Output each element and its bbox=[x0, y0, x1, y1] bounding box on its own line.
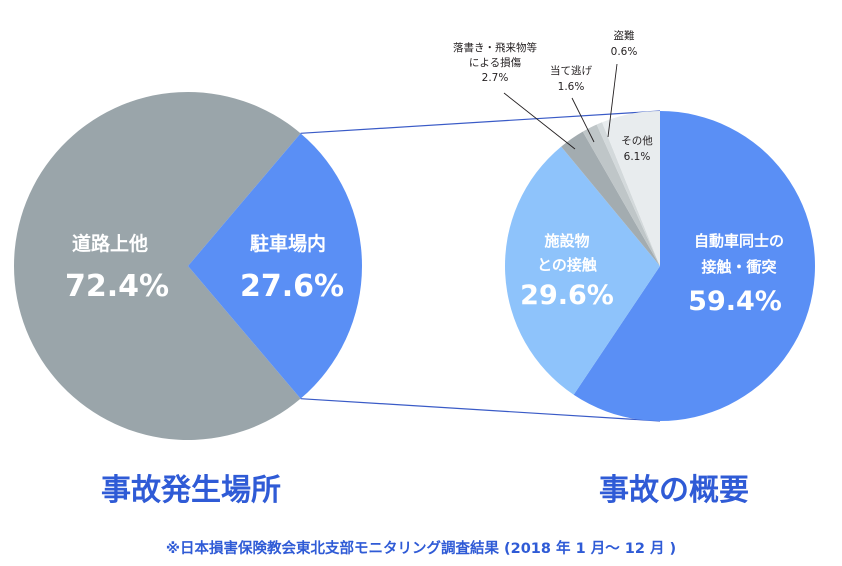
slice-other bbox=[602, 111, 660, 266]
slice-value-theft: 0.6% bbox=[611, 46, 638, 58]
chart-title-summary: 事故の概要 bbox=[599, 473, 749, 508]
connector-line-bottom bbox=[300, 398, 661, 422]
slice-parking bbox=[188, 133, 362, 399]
slice-label-parking: 駐車場内 bbox=[250, 232, 326, 255]
slice-label-vehicle-line1: 自動車同士の bbox=[694, 232, 784, 250]
slice-value-graffiti: 2.7% bbox=[482, 72, 509, 84]
slice-label-graffiti-line2: による損傷 bbox=[469, 56, 522, 69]
location-pie bbox=[13, 91, 362, 441]
slice-label-facility-line2: との接触 bbox=[537, 256, 597, 274]
slice-label-graffiti-line1: 落書き・飛来物等 bbox=[453, 41, 537, 54]
slice-vehicle-collision bbox=[573, 111, 815, 422]
slice-value-vehicle: 59.4% bbox=[688, 286, 782, 317]
leader-line-theft bbox=[607, 63, 618, 138]
slice-value-other: 6.1% bbox=[624, 151, 651, 163]
slice-label-vehicle-line2: 接触・衝突 bbox=[701, 258, 776, 276]
connector-line-top bbox=[300, 110, 661, 134]
slice-road bbox=[13, 91, 301, 441]
slice-label-road: 道路上他 bbox=[72, 232, 148, 255]
slice-label-theft: 盗難 bbox=[614, 29, 635, 42]
slice-value-road: 72.4% bbox=[65, 269, 169, 304]
slice-label-hit-and-run: 当て逃げ bbox=[550, 64, 592, 77]
leader-line-hit-and-run bbox=[571, 97, 595, 143]
source-footnote: ※日本損害保険教会東北支部モニタリング調査結果 (2018 年 1 月〜 12 … bbox=[166, 539, 676, 557]
slice-value-facility: 29.6% bbox=[520, 280, 614, 311]
slice-label-facility-line1: 施設物 bbox=[544, 232, 589, 250]
slice-theft bbox=[596, 122, 660, 266]
slice-facility-contact bbox=[504, 146, 660, 395]
leader-line-graffiti bbox=[503, 92, 576, 150]
slice-graffiti-damage bbox=[561, 131, 660, 266]
summary-pie bbox=[504, 111, 815, 422]
slice-hit-and-run bbox=[582, 124, 660, 266]
slice-label-other: その他 bbox=[621, 134, 653, 147]
slice-value-parking: 27.6% bbox=[240, 269, 344, 304]
slice-value-hit-and-run: 1.6% bbox=[558, 81, 585, 93]
chart-title-location: 事故発生場所 bbox=[101, 473, 281, 508]
